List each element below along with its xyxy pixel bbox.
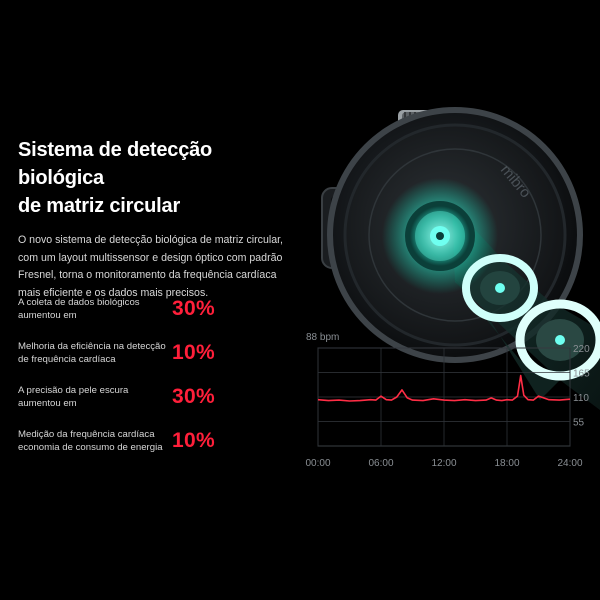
stat-label: A coleta de dados biológicos aumentou em [18, 297, 140, 322]
x-tick-label: 12:00 [431, 458, 456, 469]
page-title: Sistema de detecção biológica de matriz … [18, 136, 288, 220]
stat-item: Medição da frequência cardíaca economia … [18, 428, 248, 472]
stat-item: A coleta de dados biológicos aumentou em… [18, 296, 248, 340]
chart-y-ticks: 220 165 110 55 [573, 344, 590, 429]
stat-value: 30% [172, 385, 215, 408]
y-tick-label: 220 [573, 344, 590, 355]
sensor-ring-main [405, 201, 475, 271]
chart-unit-label: 88 bpm [306, 332, 339, 343]
title-line-2: de matriz circular [18, 195, 181, 217]
x-tick-label: 00:00 [305, 458, 330, 469]
chart-grid [317, 347, 571, 447]
sensor-ring-2 [462, 254, 538, 322]
intro-text: O novo sistema de detecção biológica de … [18, 234, 283, 299]
x-tick-label: 24:00 [557, 458, 582, 469]
stat-label: A precisão da pele escura aumentou em [18, 385, 129, 410]
stat-value: 30% [172, 297, 215, 320]
stats-list: A coleta de dados biológicos aumentou em… [18, 296, 248, 472]
stat-value: 10% [172, 429, 215, 452]
sensor-ring-3 [515, 299, 600, 381]
stat-item: A precisão da pele escura aumentou em 30… [18, 384, 248, 428]
y-tick-label: 165 [573, 369, 590, 380]
stat-value: 10% [172, 341, 215, 364]
x-tick-label: 06:00 [368, 458, 393, 469]
title-line-1: Sistema de detecção biológica [18, 139, 213, 189]
stat-label: Melhoria da eficiência na detecção de fr… [18, 341, 166, 366]
heart-rate-chart: 88 bpm 220 165 110 55 00:00 06:00 12:00 18:00 2… [305, 332, 590, 469]
x-tick-label: 18:00 [494, 458, 519, 469]
y-tick-label: 110 [573, 393, 589, 404]
stat-label: Medição da frequência cardíaca economia … [18, 429, 163, 454]
y-tick-label: 55 [573, 418, 585, 429]
chart-x-ticks: 00:00 06:00 12:00 18:00 24:00 [305, 458, 582, 469]
heart-rate-series-line [317, 374, 571, 402]
feature-copy: Sistema de detecção biológica de matriz … [18, 136, 288, 302]
stat-item: Melhoria da eficiência na detecção de fr… [18, 340, 248, 384]
